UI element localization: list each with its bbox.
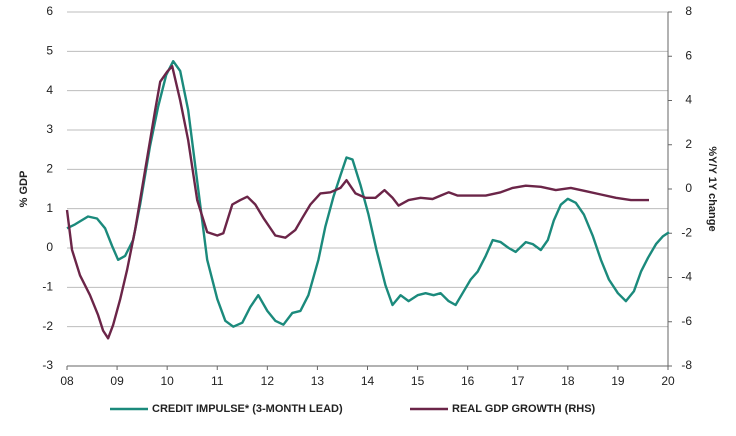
x-tick-label: 13 — [311, 374, 325, 388]
y2-tick-label: 6 — [685, 48, 692, 62]
series-line — [65, 65, 649, 340]
x-tick-label: 10 — [160, 374, 174, 388]
x-tick-label: 09 — [110, 374, 124, 388]
y-tick-label: 4 — [46, 83, 53, 97]
x-tick-label: 12 — [261, 374, 275, 388]
y2-tick-label: -2 — [681, 225, 692, 239]
y-tick-label: -1 — [42, 280, 53, 294]
legend-label: CREDIT IMPULSE* (3-MONTH LEAD) — [152, 403, 343, 415]
y2-tick-label: 0 — [685, 181, 692, 195]
x-tick-label: 15 — [411, 374, 425, 388]
x-tick-label: 19 — [611, 374, 625, 388]
y2-tick-label: 2 — [685, 137, 692, 151]
y-axis-title: % GDP — [18, 171, 30, 208]
x-tick-label: 16 — [461, 374, 475, 388]
y-tick-label: -2 — [42, 319, 53, 333]
legend-label: REAL GDP GROWTH (RHS) — [452, 403, 596, 415]
y-tick-label: 5 — [46, 44, 53, 58]
x-tick-label: 08 — [60, 374, 74, 388]
x-tick-label: 14 — [361, 374, 375, 388]
x-tick-label: 11 — [211, 374, 224, 388]
series-line — [66, 60, 670, 328]
x-tick-label: 20 — [661, 374, 675, 388]
y-tick-label: 6 — [46, 4, 53, 18]
y-tick-label: 2 — [46, 162, 53, 176]
y-tick-label: -3 — [42, 358, 53, 372]
y-tick-label: 0 — [46, 240, 53, 254]
y2-tick-label: -4 — [681, 270, 692, 284]
x-tick-label: 17 — [511, 374, 525, 388]
y-tick-label: 1 — [46, 201, 53, 215]
y-tick-label: 3 — [46, 122, 53, 136]
y2-axis-title: %Y/Y 1Y change — [706, 146, 718, 231]
y2-tick-label: 8 — [685, 4, 692, 18]
y2-tick-label: -8 — [681, 358, 692, 372]
y2-tick-label: 4 — [685, 93, 692, 107]
x-tick-label: 18 — [561, 374, 575, 388]
y2-tick-label: -6 — [681, 314, 692, 328]
